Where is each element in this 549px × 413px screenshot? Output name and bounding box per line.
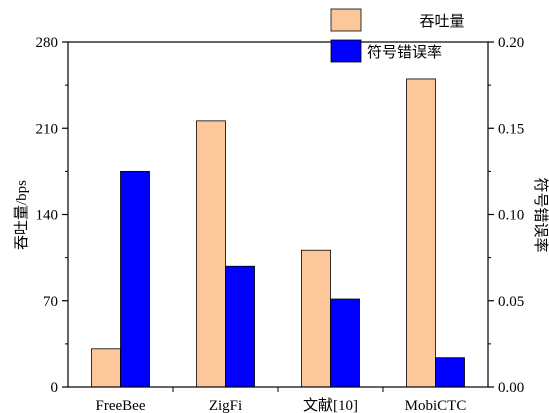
y-tick-label: 0 — [51, 380, 59, 396]
y2-tick-label: 0.00 — [498, 380, 524, 396]
x-tick-label: MobiCTC — [405, 398, 467, 413]
y-axis-label: 吞吐量/bps — [13, 180, 30, 250]
y2-tick-label: 0.10 — [498, 208, 524, 224]
bar-throughput-0 — [91, 348, 121, 388]
bar-error-rate-3 — [435, 357, 465, 388]
y2-tick-label: 0.15 — [498, 121, 524, 137]
x-tick-label: FreeBee — [96, 398, 146, 413]
y-tick-label: 280 — [36, 35, 59, 51]
legend-label-throughput: 吞吐量 — [419, 13, 464, 30]
y2-tick-label: 0.20 — [498, 35, 524, 51]
y-tick-label: 210 — [36, 121, 59, 137]
bar-throughput-2 — [301, 249, 331, 388]
bar-error-rate-1 — [225, 265, 255, 388]
bars-layer — [91, 78, 465, 388]
y2-tick-label: 0.05 — [498, 294, 524, 310]
bar-throughput-3 — [406, 78, 436, 388]
x-tick-label: ZigFi — [209, 398, 242, 413]
legend-label-error-rate: 符号错误率 — [367, 44, 442, 61]
x-tick-label: 文献[10] — [303, 397, 358, 413]
y-tick-label: 70 — [43, 294, 58, 310]
bar-error-rate-2 — [330, 298, 360, 388]
legend-swatch-throughput — [330, 8, 362, 32]
bar-throughput-1 — [196, 120, 226, 388]
axes-layer: FreeBee ZigFi 文献[10] MobiCTC 0 70 140 210 280 0.0… — [36, 35, 525, 413]
y-tick-label: 140 — [36, 208, 59, 224]
y2-axis-label: 符号错误率 — [532, 177, 549, 252]
legend-swatch-error-rate — [330, 39, 362, 63]
bar-error-rate-0 — [120, 170, 150, 388]
